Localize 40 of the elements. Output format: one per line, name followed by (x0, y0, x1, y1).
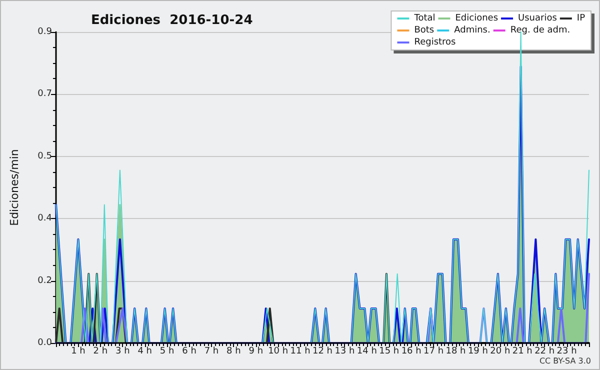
legend-label: Admins. (454, 26, 490, 36)
x-tick-label: 2 h (93, 346, 108, 356)
text: CC BY-SA 3.0 (539, 356, 592, 366)
legend-label: Usuarios (518, 14, 558, 24)
y-axis-title: Ediciones/min (8, 149, 21, 226)
x-tick-label: 21 h (512, 346, 532, 356)
x-tick-label: 13 h (334, 346, 355, 356)
chart-title: Ediciones 2016-10-24 (91, 13, 253, 28)
x-tick-label: 18 h (446, 346, 466, 356)
legend-label: Bots (414, 26, 434, 36)
x-tick-label: 20 h (490, 346, 510, 356)
x-tick-label: 10 h (268, 346, 288, 356)
x-tick-label: 15 h (379, 346, 400, 356)
x-tick-label: 12 h (312, 346, 333, 356)
x-tick-label: 23 h (556, 346, 577, 356)
y-tick-label: 0.5 (38, 151, 52, 162)
y-tick-label: 0.7 (38, 89, 52, 100)
x-tick-label: 19 h (468, 346, 488, 356)
x-tick-label: 14 h (356, 346, 377, 356)
x-tick-label: 9 h (248, 346, 264, 356)
x-tick-label: 4 h (138, 346, 152, 356)
y-tick-label: 0.0 (38, 338, 52, 348)
legend-label: Ediciones (455, 14, 498, 24)
y-tick-label: 0.4 (38, 214, 52, 224)
x-tick-label: 11 h (290, 346, 310, 356)
x-tick-label: 8 h (226, 346, 241, 356)
x-tick-label: 7 h (204, 346, 219, 356)
y-tick-label: 0.9 (38, 27, 52, 37)
x-tick-label: 16 h (401, 346, 422, 356)
legend-label: Total (413, 14, 436, 24)
x-tick-label: 3 h (115, 346, 130, 356)
x-tick-label: 1 h (71, 346, 86, 356)
x-tick-label: 17 h (424, 346, 444, 356)
x-tick-label: 6 h (182, 346, 196, 356)
legend-label: Registros (414, 38, 456, 48)
legend-label: Reg. de adm. (510, 26, 570, 36)
x-tick-label: 22 h (534, 346, 555, 356)
x-tick-label: 5 h (160, 346, 174, 356)
legend-label: IP (576, 14, 586, 24)
y-tick-label: 0.2 (38, 276, 52, 286)
